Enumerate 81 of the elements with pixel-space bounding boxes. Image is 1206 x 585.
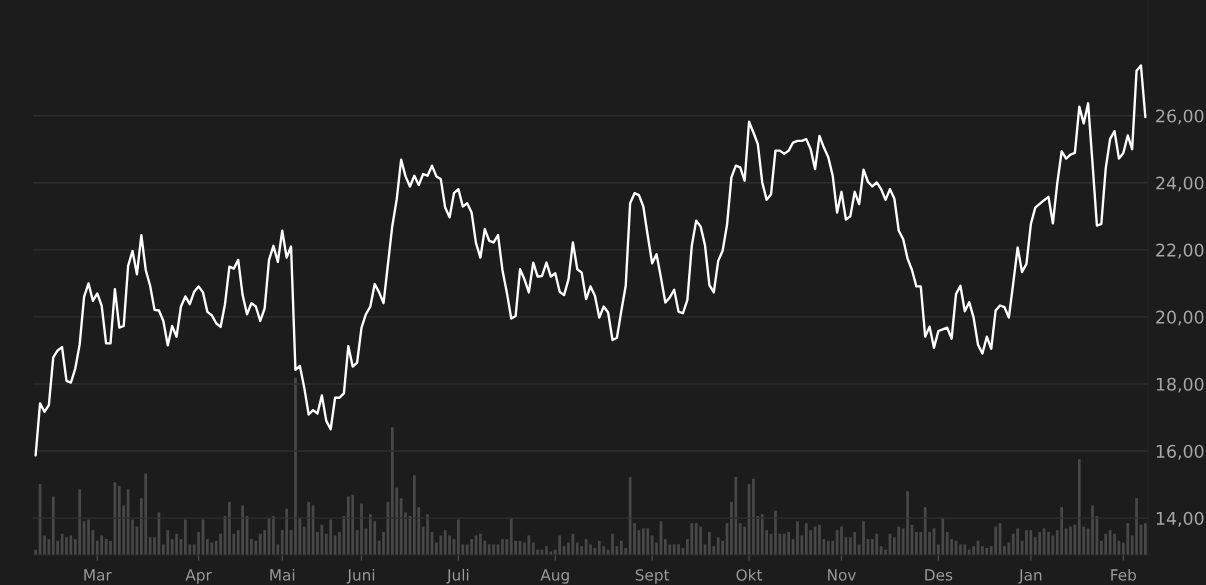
bar bbox=[285, 508, 289, 555]
bar bbox=[862, 521, 865, 555]
x-tick-label: Okt bbox=[736, 568, 763, 581]
y-tick-label: 24,00 bbox=[1156, 176, 1204, 192]
bar bbox=[51, 496, 55, 555]
x-tick-label: Sept bbox=[635, 569, 670, 584]
x-tick-label: Feb bbox=[1111, 568, 1137, 581]
y-tick-label: 22,00 bbox=[1156, 243, 1204, 259]
x-tick-label: Aug bbox=[540, 569, 569, 584]
bar bbox=[611, 533, 614, 555]
line-series bbox=[34, 64, 1147, 457]
x-tick-label: Nov bbox=[828, 569, 856, 581]
bar bbox=[897, 526, 901, 555]
bar bbox=[443, 530, 447, 555]
bar bbox=[294, 377, 297, 555]
bar bbox=[619, 540, 623, 555]
bar bbox=[774, 510, 777, 555]
bar bbox=[558, 535, 562, 555]
bar bbox=[923, 507, 927, 555]
bar bbox=[1038, 531, 1042, 555]
bar bbox=[487, 544, 491, 555]
bar bbox=[941, 517, 945, 555]
bar bbox=[399, 498, 403, 555]
y-tick-label: 18,00 bbox=[1156, 377, 1204, 393]
bar bbox=[694, 523, 698, 555]
bar bbox=[690, 523, 694, 555]
bar bbox=[210, 542, 214, 555]
bar bbox=[439, 535, 443, 555]
bar bbox=[1029, 530, 1033, 555]
bar bbox=[906, 491, 909, 555]
bar bbox=[879, 546, 883, 555]
bar bbox=[531, 542, 535, 555]
y-tick-label: 14,00 bbox=[1156, 511, 1204, 527]
bar bbox=[672, 544, 676, 555]
bar bbox=[47, 539, 51, 555]
bar bbox=[509, 517, 513, 555]
bar bbox=[412, 475, 416, 555]
bar bbox=[945, 531, 949, 555]
x-tick-label: Jan bbox=[1018, 569, 1042, 584]
bar bbox=[738, 523, 742, 555]
bar bbox=[148, 537, 152, 555]
bar bbox=[760, 514, 764, 555]
bar bbox=[307, 501, 311, 555]
bar bbox=[144, 473, 148, 555]
bar bbox=[545, 546, 548, 555]
bar bbox=[1007, 542, 1011, 555]
bar bbox=[457, 519, 460, 555]
bar bbox=[1143, 523, 1147, 555]
bar bbox=[597, 540, 601, 555]
bar bbox=[708, 531, 711, 555]
bar bbox=[1104, 533, 1108, 555]
bar bbox=[505, 539, 509, 555]
bar bbox=[963, 544, 967, 555]
bar bbox=[184, 519, 187, 555]
bar bbox=[1060, 507, 1064, 555]
y-tick-label: 26,00 bbox=[1156, 109, 1204, 125]
bar bbox=[796, 521, 799, 555]
bar bbox=[1126, 523, 1130, 555]
bar bbox=[117, 485, 121, 555]
bar bbox=[985, 547, 989, 555]
bar bbox=[78, 489, 82, 555]
bar bbox=[390, 427, 394, 555]
x-tick-label: Mar bbox=[84, 569, 112, 581]
bar bbox=[360, 503, 363, 555]
x-tick-label: Mai bbox=[270, 568, 295, 581]
x-tick-label: Apr bbox=[185, 569, 212, 584]
bar bbox=[734, 476, 738, 555]
bar bbox=[527, 535, 531, 555]
x-tick-label: Juli bbox=[446, 568, 469, 584]
bar bbox=[650, 535, 654, 555]
x-tick-label: Des bbox=[925, 569, 953, 581]
bar bbox=[254, 540, 258, 555]
bar bbox=[166, 530, 170, 555]
bar bbox=[575, 542, 579, 555]
bar bbox=[716, 537, 720, 555]
y-tick-label: 20,00 bbox=[1156, 310, 1204, 326]
y-tick-label: 16,00 bbox=[1156, 444, 1204, 460]
bar bbox=[1135, 498, 1138, 555]
x-tick-label: Juni bbox=[346, 568, 375, 584]
bar bbox=[1077, 459, 1081, 555]
bar bbox=[329, 519, 333, 555]
